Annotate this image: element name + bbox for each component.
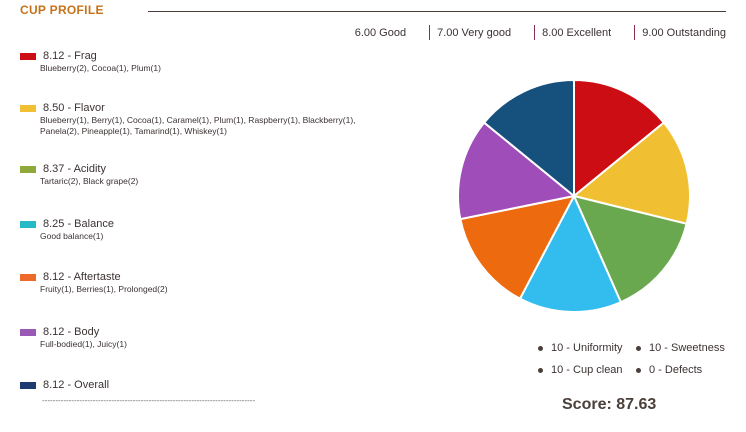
legend-label: 8.25 - Balance: [43, 218, 114, 230]
bullet-icon: [538, 345, 543, 351]
pie-slice-balance: [518, 193, 623, 313]
legend-swatch: [20, 105, 36, 112]
metric-label: 10 - Sweetness: [649, 342, 725, 354]
legend-description: Blueberry(2), Cocoa(1), Plum(1): [40, 63, 161, 73]
pie-slice-frag: [573, 78, 666, 199]
bullet-icon: [636, 345, 641, 351]
metric-cup-clean: 10 - Cup clean: [538, 364, 623, 376]
legend-swatch: [20, 329, 36, 336]
legend-label: 8.12 - Aftertaste: [43, 271, 121, 283]
legend-description: Fruity(1), Berries(1), Prolonged(2): [40, 284, 168, 294]
pie-slice-overall: [482, 78, 575, 199]
legend-description: Tartaric(2), Black grape(2): [40, 176, 139, 186]
metric-label: 10 - Uniformity: [551, 342, 623, 354]
pie-slice-body: [457, 121, 577, 221]
legend-description: Good balance(1): [40, 231, 104, 241]
pie-slice-flavor: [571, 121, 691, 226]
legend-label: 8.37 - Acidity: [43, 163, 106, 175]
metric-sweetness: 10 - Sweetness: [636, 342, 725, 354]
legend-swatch: [20, 166, 36, 173]
pie-chart: [457, 78, 691, 313]
legend-label: 8.12 - Body: [43, 326, 100, 338]
metric-label: 0 - Defects: [649, 364, 703, 376]
page-title: CUP PROFILE: [20, 3, 104, 17]
legend-swatch: [20, 53, 36, 60]
metric-defects: 0 - Defects: [636, 364, 702, 376]
title-rule: [148, 11, 726, 12]
legend-label: 8.12 - Overall: [43, 379, 110, 391]
legend-description: Full-bodied(1), Juicy(1): [40, 339, 127, 349]
pie-slice-acidity: [572, 194, 688, 304]
scale-good: 6.00 Good: [354, 26, 407, 39]
scale-outstanding: 9.00 Outstanding: [642, 26, 726, 39]
legend-divider: ----------------------------------------…: [42, 396, 256, 405]
bullet-icon: [538, 367, 543, 373]
scale-excellent: 8.00 Excellent: [542, 26, 612, 39]
legend-description: Blueberry(1), Berry(1), Cocoa(1), Carame…: [40, 115, 356, 136]
legend-swatch: [20, 382, 36, 389]
scale-very-good: 7.00 Very good: [437, 26, 512, 39]
scale-divider: [429, 25, 431, 40]
legend-label: 8.12 - Frag: [43, 50, 97, 62]
quality-scale: 6.00 Good 7.00 Very good 8.00 Excellent …: [355, 25, 726, 40]
scale-divider: [534, 25, 536, 40]
legend-swatch: [20, 274, 36, 281]
metric-label: 10 - Cup clean: [551, 364, 623, 376]
scale-divider: [634, 25, 636, 40]
legend-label: 8.50 - Flavor: [43, 102, 105, 114]
pie-slice-aftertaste: [459, 194, 576, 301]
total-score: Score: 87.63: [562, 396, 657, 413]
legend-swatch: [20, 221, 36, 228]
metric-uniformity: 10 - Uniformity: [538, 342, 623, 354]
bullet-icon: [636, 367, 641, 373]
